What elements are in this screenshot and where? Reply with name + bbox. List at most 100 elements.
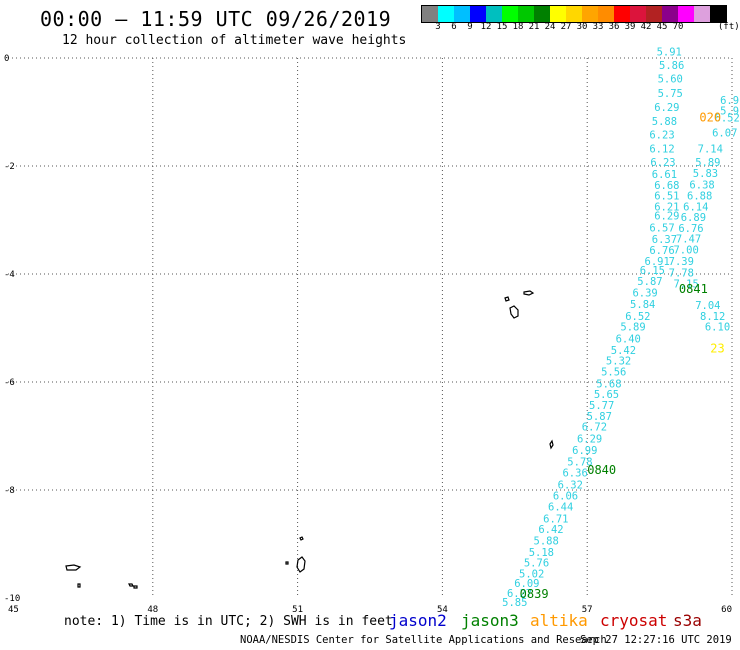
wave-height-point: 7.00 xyxy=(673,244,698,256)
colorbar-label: 27 xyxy=(560,22,572,32)
colorbar-label: 3 xyxy=(435,22,441,32)
wave-height-point: 5.75 xyxy=(658,88,683,100)
wave-height-point: 6.15 xyxy=(640,265,665,277)
wave-height-point: 6.52 xyxy=(715,113,740,125)
footer-credit: NOAA/NESDIS Center for Satellite Applica… xyxy=(240,634,607,646)
map-grid xyxy=(8,57,733,598)
wave-height-point: 6.23 xyxy=(649,129,674,141)
lat-tick-label: -4 xyxy=(4,270,15,280)
colorbar-label: 18 xyxy=(512,22,524,32)
wave-height-point: 5.68 xyxy=(596,378,621,390)
wave-height-point: 5.87 xyxy=(637,276,662,288)
wave-height-point: 5.83 xyxy=(693,168,718,180)
wave-height-point: 6.29 xyxy=(577,433,602,445)
wave-height-point: 5.88 xyxy=(534,536,559,548)
wave-height-point: 5.87 xyxy=(587,411,612,423)
colorbar-label: 15 xyxy=(496,22,508,32)
legend-altika: altika xyxy=(530,611,588,630)
legend-s3a: s3a xyxy=(673,611,702,630)
lon-tick-label: 48 xyxy=(147,605,158,615)
island-outline xyxy=(504,296,510,302)
lon-tick-label: 51 xyxy=(292,605,303,615)
colorbar-swatch xyxy=(598,6,614,22)
wave-height-point: 7.04 xyxy=(695,300,720,312)
wave-height-point: 6.91 xyxy=(645,256,670,268)
colorbar-swatch xyxy=(470,6,486,22)
wave-height-point: 5.56 xyxy=(601,367,626,379)
wave-height-point: 6.07 xyxy=(712,127,737,139)
island-outline xyxy=(77,583,81,588)
colorbar-swatch xyxy=(502,6,518,22)
wave-height-point: 5.32 xyxy=(606,356,631,368)
wave-height-point: 6.38 xyxy=(689,180,714,192)
wave-height-point: 6.42 xyxy=(538,524,563,536)
colorbar-swatch xyxy=(646,6,662,22)
time-label: 0840 xyxy=(587,463,616,477)
wave-height-point: 6.39 xyxy=(632,288,657,300)
map-subtitle: 12 hour collection of altimeter wave hei… xyxy=(62,33,407,48)
wave-height-point: 5.78 xyxy=(567,457,592,469)
wave-height-point: 6.68 xyxy=(654,180,679,192)
wave-height-point: 6.12 xyxy=(649,144,674,156)
axis-ticks: 45 48 51 54 57 60 0 -2 -4 -6 -8 -10 xyxy=(4,54,732,615)
wave-height-point: 6.23 xyxy=(650,157,675,169)
wave-height-point: 7.47 xyxy=(676,234,701,246)
colorbar-label: 33 xyxy=(592,22,604,32)
wave-height-point: 6.44 xyxy=(548,502,573,514)
legend-note: note: 1) Time is in UTC; 2) SWH is in fe… xyxy=(64,614,393,629)
wave-height-point: 6.21 xyxy=(654,201,679,213)
colorbar-swatch xyxy=(534,6,550,22)
colorbar-label: 21 xyxy=(528,22,540,32)
time-label: 0839 xyxy=(520,587,549,601)
legend-jason2: jason2 xyxy=(389,611,447,630)
lat-tick-label: 0 xyxy=(4,54,9,64)
colorbar-label: 12 xyxy=(480,22,492,32)
island-outline xyxy=(133,585,138,589)
lat-tick-label: -8 xyxy=(4,486,15,496)
colorbar-label: 6 xyxy=(451,22,457,32)
wave-height-point: 6.76 xyxy=(678,223,703,235)
wave-height-point: 5.84 xyxy=(630,299,655,311)
wave-height-point: 6.09 xyxy=(514,578,539,590)
lat-tick-label: -6 xyxy=(4,378,15,388)
wave-height-point: 7.78 xyxy=(669,268,694,280)
colorbar-label: 42 xyxy=(640,22,652,32)
wave-height-point: 5.65 xyxy=(594,389,619,401)
island-outline xyxy=(128,583,134,587)
wave-height-point: 6.9 xyxy=(720,95,739,107)
colorbar-swatch xyxy=(630,6,646,22)
time-label: 23 xyxy=(710,341,724,355)
wave-height-point: 5.60 xyxy=(658,73,683,85)
island-outline xyxy=(296,556,306,573)
colorbar-label: 70 xyxy=(672,22,684,32)
legend-jason3: jason3 xyxy=(461,611,519,630)
island-outlines xyxy=(65,290,554,589)
island-outline xyxy=(523,290,535,296)
island-outline xyxy=(65,564,82,571)
wave-height-point: 6.27 xyxy=(507,588,532,600)
lat-tick-label: -10 xyxy=(4,594,20,604)
legend-cryosat: cryosat xyxy=(600,611,668,630)
wave-height-point: 5.77 xyxy=(589,400,614,412)
colorbar-swatch xyxy=(678,6,694,22)
wave-height-point: 6.89 xyxy=(681,212,706,224)
wave-height-point: 6.88 xyxy=(687,190,712,202)
colorbar-swatch xyxy=(550,6,566,22)
wave-height-point: 6.14 xyxy=(683,201,708,213)
lat-tick-label: -2 xyxy=(4,162,15,172)
wave-height-colorbar xyxy=(421,5,727,23)
wave-height-point: 6.10 xyxy=(705,322,730,334)
wave-height-point: 5.89 xyxy=(695,157,720,169)
wave-height-point: 5.42 xyxy=(611,345,636,357)
wave-height-point: 6.99 xyxy=(572,445,597,457)
colorbar-label: 30 xyxy=(576,22,588,32)
colorbar-swatch xyxy=(694,6,710,22)
footer-timestamp: Sep 27 12:27:16 UTC 2019 xyxy=(580,634,732,646)
colorbar-swatch xyxy=(422,6,438,22)
wave-height-point: 6.06 xyxy=(553,491,578,503)
wave-height-labels: 5.915.865.605.756.295.886.236.126.236.61… xyxy=(502,46,740,609)
wave-height-point: 7.15 xyxy=(673,279,698,291)
wave-height-point: 6.72 xyxy=(582,422,607,434)
lon-tick-label: 45 xyxy=(8,605,19,615)
